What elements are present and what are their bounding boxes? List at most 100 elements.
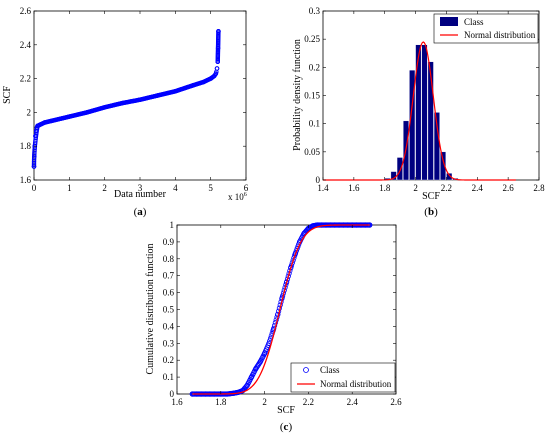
panel-b-xtick-label: 1.4 [317, 183, 329, 193]
panel-c-point-dense [272, 320, 278, 326]
panel-c-xtick-label: 2.2 [303, 397, 314, 407]
panel-c-legend-box [290, 362, 396, 393]
panel-c-xtick-label: 1.8 [215, 397, 227, 407]
panel-a-xticks: 0 1 2 3 4 5 6 [32, 11, 249, 193]
panel-c-point-dense [256, 360, 262, 366]
panel-c-yticks: 0 0.1 0.2 0.3 0.4 0.5 0.6 0.7 0.8 0.9 1 [163, 220, 396, 399]
panel-a-xtick-label: 6 [244, 183, 249, 193]
panel-b-ytick-label: 0.15 [304, 91, 320, 101]
panel-b-bar [440, 151, 447, 181]
panel-b-bar [421, 44, 428, 181]
panel-c-ytick-label: 0 [170, 389, 175, 399]
panel-c-point-dense [243, 383, 249, 389]
panel-c-ytick-label: 0.6 [163, 288, 175, 298]
panel-b-bar [446, 173, 453, 181]
panel-b-ytick-label: 0.2 [309, 62, 320, 72]
panel-b-legend-normal: Normal distribution [464, 30, 536, 40]
panel-b-label-letter: b [428, 206, 434, 218]
panel-c-ytick-label: 0.3 [163, 338, 175, 348]
panel-a-point-end [35, 123, 40, 129]
panel-c-xtick-label: 2.4 [347, 397, 359, 407]
panel-b-ytick-label: 0.25 [304, 34, 320, 44]
panel-c-point-dense [271, 322, 278, 329]
panel-c-xtick-label: 1.6 [171, 397, 183, 407]
panel-a-xtick-label: 3 [138, 183, 143, 193]
panel-c-xticks: 1.6 1.8 2 2.2 2.4 2.6 [171, 225, 402, 407]
panel-c-label: (c) [280, 421, 293, 433]
panel-b: 1.4 1.6 1.8 2 2.2 2.4 2.6 2.8 0 0.05 0.1 0.15 0.2 0.… [292, 6, 545, 218]
panel-a-ytick-label: 1.6 [20, 175, 32, 185]
panel-a-ylabel: SCF [2, 86, 13, 104]
panel-c-series [189, 222, 373, 397]
panel-a-xtick-label: 4 [173, 183, 178, 193]
panel-a-ytick-label: 2.2 [20, 74, 31, 84]
panel-b-xtick-label: 1.8 [379, 183, 391, 193]
panel-b-yticks: 0 0.05 0.1 0.15 0.2 0.25 0.3 [304, 6, 539, 185]
panel-b-xtick-label: 2.4 [472, 183, 484, 193]
panel-b-ytick-label: 0 [316, 175, 321, 185]
panel-b-xticks: 1.4 1.6 1.8 2 2.2 2.4 2.6 2.8 [317, 11, 545, 193]
panel-a-point-end [34, 125, 40, 130]
panel-b-ytick-label: 0.1 [309, 119, 320, 129]
panel-c-legend-class-swatch [303, 367, 309, 373]
panel-b-ytick-label: 0.3 [309, 6, 321, 16]
panel-a-xtick-label: 1 [67, 183, 72, 193]
panel-c-ytick-label: 0.2 [163, 355, 174, 365]
panel-a-xtick-label: 0 [32, 183, 37, 193]
panel-b-bar [427, 61, 434, 181]
panel-a-ytick-label: 1.8 [20, 141, 32, 151]
panel-c-xtick-label: 2 [262, 397, 267, 407]
panel-b-bar [415, 44, 422, 181]
panel-a-point-dense [214, 66, 220, 71]
panel-c: 1.6 1.8 2 2.2 2.4 2.6 00.10.20.30.40.50.60.70… [145, 220, 402, 433]
panel-c-ytick-label: 0.1 [163, 372, 174, 382]
panel-a-xtick-label: 2 [102, 183, 107, 193]
panel-c-xlabel: SCF [277, 405, 295, 416]
panel-c-legend: Class Normal distribution [290, 362, 396, 393]
panel-b-ytick-label: 0.05 [304, 147, 320, 157]
panel-a-plot-area [33, 10, 247, 181]
panel-a-point-end [216, 29, 221, 34]
panel-b-legend-class-swatch [440, 17, 458, 26]
panel-b-xtick-label: 1.6 [348, 183, 360, 193]
panel-c-ytick-label: 1 [170, 220, 175, 230]
panel-a-ytick-label: 2.4 [20, 40, 32, 50]
panel-c-ylabel: Cumulative distribution function [145, 243, 156, 374]
panel-b-xtick-label: 2.8 [533, 183, 545, 193]
panel-c-ytick-label: 0.8 [163, 254, 175, 264]
panel-c-ytick-label: 0.4 [163, 321, 175, 331]
panel-c-ytick-label: 0.9 [163, 237, 175, 247]
panel-a-x-exponent: x 106 [228, 192, 247, 202]
panel-a-x-exponent-base: x 10 [228, 192, 244, 202]
panel-a: 0 1 2 3 4 5 6 1.6 1.8 2 2.2 2.4 2.6 Data number SCF… [2, 6, 249, 218]
panel-a-label-letter: a [137, 206, 143, 218]
panel-c-ytick-label: 0.7 [163, 271, 175, 281]
panel-a-point-dense [213, 71, 218, 77]
panel-a-xtick-label: 5 [208, 183, 213, 193]
panel-c-point-dense [271, 325, 277, 331]
panel-a-yticks: 1.6 1.8 2 2.2 2.4 2.6 [20, 6, 246, 185]
panel-b-xlabel: SCF [422, 191, 440, 202]
panel-c-xtick-label: 2.6 [390, 397, 402, 407]
panel-c-legend-class: Class [320, 365, 340, 375]
panel-c-ytick-label: 0.5 [163, 305, 175, 315]
panel-a-series [31, 29, 221, 169]
panel-b-series [323, 41, 516, 181]
panel-b-normal-curve [323, 41, 516, 181]
panel-c-legend-normal: Normal distribution [320, 379, 392, 389]
panel-b-xtick-label: 2.6 [503, 183, 515, 193]
panel-b-xtick-label: 2.2 [441, 183, 452, 193]
panel-b-xtick-label: 2 [413, 183, 418, 193]
panel-b-label: (b) [424, 206, 438, 218]
panel-b-legend: Class Normal distribution [433, 13, 539, 44]
panel-a-ytick-label: 2.6 [20, 6, 32, 16]
panel-a-xlabel: Data number [114, 189, 167, 200]
panel-c-label-letter: c [284, 421, 289, 433]
panel-a-label: (a) [134, 206, 147, 218]
panel-a-x-exponent-power: 6 [244, 192, 247, 198]
panel-b-legend-class: Class [464, 17, 484, 27]
panel-b-ylabel: Probability density function [292, 39, 303, 151]
panel-a-ytick-label: 2 [27, 107, 32, 117]
panel-b-bar [396, 157, 403, 181]
